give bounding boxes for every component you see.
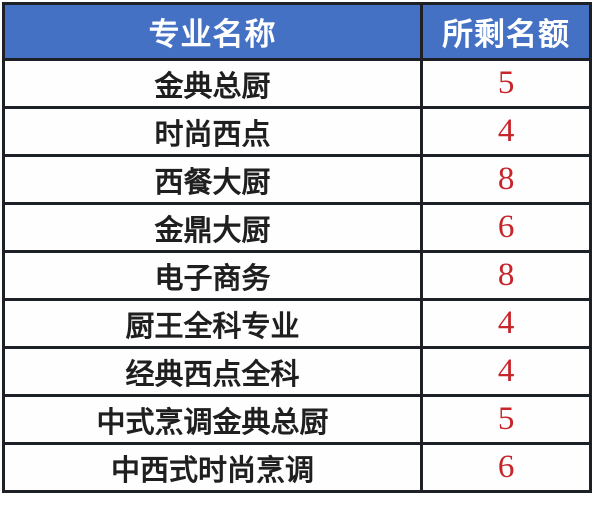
table-row: 厨王全科专业 4 [1,298,592,349]
table-row: 金典总厨 5 [1,58,592,109]
major-name-cell: 西餐大厨 [1,154,424,205]
remaining-quota-cell: 4 [420,346,592,397]
table-header: 专业名称 所剩名额 [1,2,592,61]
table-row: 西餐大厨 8 [1,154,592,205]
column-header-major-name: 专业名称 [1,2,424,61]
quota-table-container: 专业名称 所剩名额 金典总厨 5 时尚西点 4 西餐大厨 8 金鼎大厨 6 电子商务 8 厨王全科专… [1,2,592,493]
remaining-quota-cell: 5 [420,58,592,109]
table-row: 中式烹调金典总厨 5 [1,394,592,445]
major-name-cell: 电子商务 [1,250,424,301]
remaining-quota-cell: 6 [420,442,592,493]
table-row: 金鼎大厨 6 [1,202,592,253]
remaining-quota-cell: 4 [420,106,592,157]
table-row: 中西式时尚烹调 6 [1,442,592,493]
remaining-quota-cell: 8 [420,154,592,205]
header-row: 专业名称 所剩名额 [1,2,592,61]
remaining-quota-cell: 4 [420,298,592,349]
admission-quota-table: 专业名称 所剩名额 金典总厨 5 时尚西点 4 西餐大厨 8 金鼎大厨 6 电子商务 8 厨王全科专… [1,2,592,493]
table-row: 经典西点全科 4 [1,346,592,397]
major-name-cell: 经典西点全科 [1,346,424,397]
table-body: 金典总厨 5 时尚西点 4 西餐大厨 8 金鼎大厨 6 电子商务 8 厨王全科专业 4 经典西点全科 4 中… [1,58,592,493]
major-name-cell: 中西式时尚烹调 [1,442,424,493]
remaining-quota-cell: 5 [420,394,592,445]
major-name-cell: 金鼎大厨 [1,202,424,253]
major-name-cell: 中式烹调金典总厨 [1,394,424,445]
major-name-cell: 厨王全科专业 [1,298,424,349]
table-row: 时尚西点 4 [1,106,592,157]
table-row: 电子商务 8 [1,250,592,301]
major-name-cell: 时尚西点 [1,106,424,157]
column-header-remaining-quota: 所剩名额 [420,2,592,61]
remaining-quota-cell: 6 [420,202,592,253]
major-name-cell: 金典总厨 [1,58,424,109]
remaining-quota-cell: 8 [420,250,592,301]
